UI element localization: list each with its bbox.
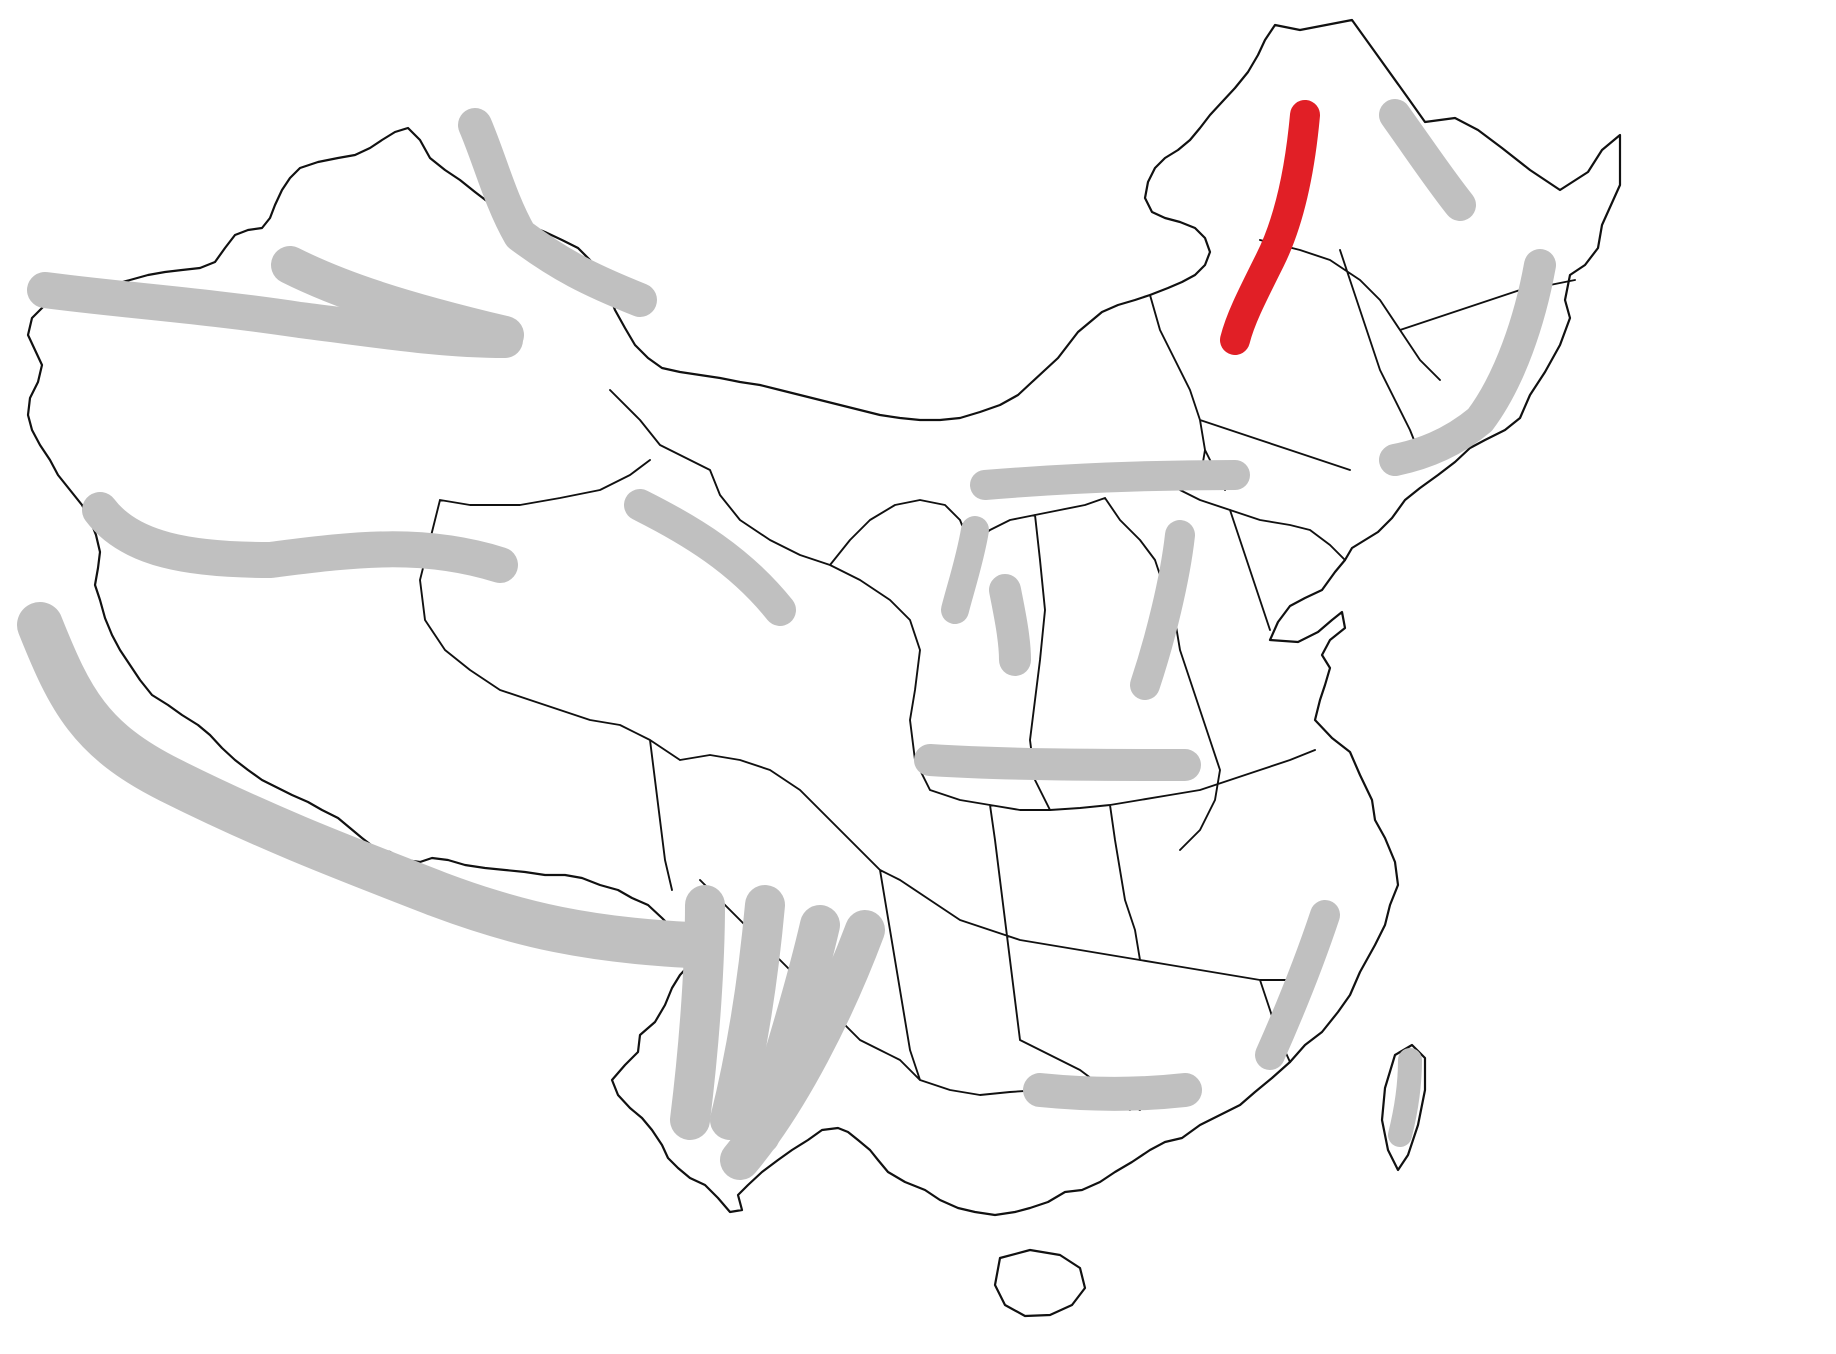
country-border: [26, 18, 1622, 1217]
range-taiwan[interactable]: [1388, 1048, 1422, 1147]
hainan-island: [993, 1248, 1087, 1318]
range-nanling[interactable]: [1023, 1073, 1202, 1111]
range-taihang[interactable]: [1130, 520, 1195, 700]
range-greater-khingan[interactable]: [1220, 100, 1320, 355]
range-altai[interactable]: [458, 108, 657, 317]
range-liupan[interactable]: [989, 574, 1031, 676]
range-qilian[interactable]: [624, 489, 796, 626]
range-himalaya[interactable]: [17, 602, 713, 968]
range-kunlun[interactable]: [82, 492, 518, 583]
range-yinshan[interactable]: [970, 460, 1250, 500]
province-borders: [419, 239, 1576, 1111]
taiwan-island: [1380, 1043, 1427, 1172]
range-hengduan-1[interactable]: [670, 885, 725, 1140]
range-hengduan-4[interactable]: [720, 910, 885, 1180]
range-lesser-khingan[interactable]: [1379, 99, 1476, 221]
range-tianshan-main[interactable]: [27, 272, 523, 358]
range-changbai[interactable]: [1379, 249, 1556, 476]
range-hengduan-2[interactable]: [710, 885, 785, 1140]
range-wuyi[interactable]: [1255, 900, 1340, 1070]
range-qinling[interactable]: [914, 744, 1201, 781]
mountain-ranges: [17, 99, 1556, 1180]
range-helan[interactable]: [941, 516, 989, 624]
